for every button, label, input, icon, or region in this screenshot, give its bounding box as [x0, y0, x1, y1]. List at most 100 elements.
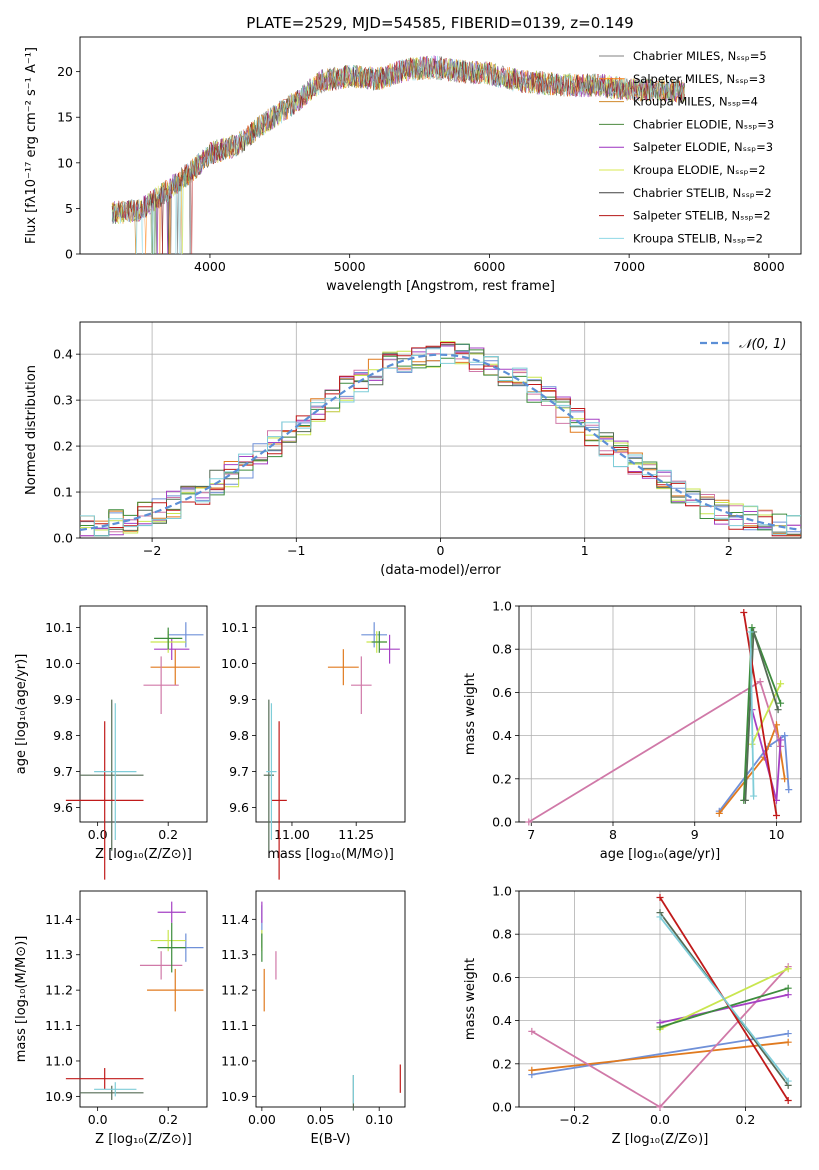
spectrum-series-line	[111, 56, 685, 255]
y-tick-label: 0.0	[492, 815, 512, 830]
mass-weight-series-line	[659, 987, 789, 1028]
axes-frame	[255, 890, 406, 1108]
axes-frame	[79, 36, 802, 255]
data-point-marker	[528, 1066, 536, 1074]
legend-entry: 𝒩(0, 1)	[739, 337, 786, 352]
y-tick-label: 9.9	[229, 692, 249, 707]
x-axis-label: mass [log₁₀(M/M⊙)]	[267, 847, 394, 862]
x-tick-label: 7000	[613, 259, 645, 274]
y-tick-label: 0	[65, 247, 73, 262]
data-point-marker	[784, 984, 792, 992]
mass-weight-series-line	[659, 916, 789, 1082]
mass-weight-series-line	[659, 993, 789, 1024]
x-tick-label: 0.05	[307, 1112, 335, 1127]
mass-weight-series-line	[742, 612, 778, 816]
y-tick-label: 10	[57, 155, 73, 170]
mass-weight-series-line	[718, 734, 790, 812]
x-axis-label: age [log₁₀(age/yr)]	[600, 847, 721, 862]
y-tick-label: 11.4	[45, 912, 73, 927]
x-tick-label: 0.2	[736, 1112, 756, 1127]
x-axis-label: (data-model)/error	[380, 563, 501, 578]
x-axis-label: E(B-V)	[310, 1132, 350, 1147]
x-axis-label: Z [log₁₀(Z/Z⊙)]	[612, 1132, 709, 1147]
mass-vs-ebv-panel: 0.00 0.05 0.10 10.9 11.0 11.1 11.2 11.3 11.4 E(B-…	[221, 890, 406, 1147]
x-tick-label: 5000	[334, 259, 366, 274]
axes-frame	[79, 890, 208, 1108]
x-tick-label: 2	[725, 543, 733, 558]
legend-entry: Salpeter STELIB, Nₛₛₚ=2	[633, 209, 771, 223]
x-tick-label: 0.0	[88, 1112, 108, 1127]
legend-entry: Kroupa ELODIE, Nₛₛₚ=2	[633, 163, 766, 177]
residual-histogram-series	[80, 342, 801, 537]
y-tick-label: 10.0	[221, 656, 249, 671]
x-tick-label: 7	[527, 827, 535, 842]
legend-entry: Kroupa STELIB, Nₛₛₚ=2	[633, 231, 763, 245]
y-tick-label: 0.2	[492, 1056, 512, 1071]
legend-entry: Chabrier STELIB, Nₛₛₚ=2	[633, 186, 772, 200]
x-tick-label: 11.25	[338, 827, 374, 842]
mass-weight-vs-age-panel: 7 8 9 10 0.0 0.2 0.4 0.6 0.8 1.0 age [log₁₀(age/yr…	[463, 599, 802, 862]
data-point-marker	[777, 736, 785, 744]
data-point-marker	[756, 678, 764, 686]
data-point-marker	[784, 991, 792, 999]
y-tick-label: 0.8	[492, 927, 512, 942]
axes-frame	[79, 605, 208, 823]
y-tick-label: 5	[65, 201, 73, 216]
y-tick-label: 0.4	[492, 728, 512, 743]
y-axis-label: mass weight	[463, 958, 478, 1040]
data-point-marker	[750, 792, 758, 800]
data-point-marker	[772, 812, 780, 820]
y-tick-label: 0.3	[53, 393, 73, 408]
y-tick-label: 9.7	[229, 764, 249, 779]
figure-title: PLATE=2529, MJD=54585, FIBERID=0139, z=0…	[246, 14, 633, 32]
x-tick-label: 4000	[194, 259, 226, 274]
y-tick-label: 11.2	[45, 983, 73, 998]
axes-frame	[79, 321, 802, 539]
mass-weight-series-line	[531, 1032, 789, 1076]
y-tick-label: 10.9	[45, 1089, 73, 1104]
y-tick-label: 0.6	[492, 685, 512, 700]
y-tick-label: 1.0	[492, 884, 512, 899]
y-tick-label: 11.2	[221, 983, 249, 998]
y-tick-label: 9.7	[53, 764, 73, 779]
data-point-marker	[656, 893, 664, 901]
y-tick-label: 0.4	[53, 347, 73, 362]
y-tick-label: 9.8	[229, 728, 249, 743]
data-point-marker	[656, 1103, 664, 1111]
axes-frame	[518, 605, 802, 823]
y-tick-label: 11.1	[45, 1018, 73, 1033]
x-tick-label: −1	[287, 543, 305, 558]
y-tick-label: 9.8	[53, 728, 73, 743]
x-axis-label: wavelength [Angstrom, rest frame]	[326, 279, 555, 294]
x-tick-label: −0.2	[559, 1112, 589, 1127]
y-tick-label: 0.0	[492, 1100, 512, 1115]
spectrum-panel: 4000 5000 6000 7000 8000 0 5 10 15 20 wavelength […	[24, 36, 802, 294]
spectrum-series-line	[111, 57, 685, 255]
normal-reference-curve	[79, 353, 802, 531]
y-tick-label: 11.1	[221, 1018, 249, 1033]
data-point-marker	[784, 1030, 792, 1038]
residual-histogram-panel: −2 −1 0 1 2 0.0 0.1 0.2 0.3 0.4 (data-model)/error…	[24, 321, 802, 578]
y-tick-label: 15	[57, 110, 73, 125]
data-point-marker	[777, 680, 785, 688]
data-point-marker	[656, 913, 664, 921]
y-axis-label: mass [log₁₀(M/M⊙)]	[14, 936, 29, 1063]
data-point-marker	[777, 699, 785, 707]
data-point-marker	[715, 809, 723, 817]
y-tick-label: 10.9	[221, 1089, 249, 1104]
age-vs-metallicity-panel: 0.0 0.2 9.6 9.7 9.8 9.9 10.0 10.1 Z [log₁₀(Z/Z⊙)…	[14, 605, 208, 880]
x-tick-label: 0.2	[158, 1112, 178, 1127]
x-axis-label: Z [log₁₀(Z/Z⊙)]	[95, 847, 192, 862]
y-tick-label: 0.2	[492, 771, 512, 786]
data-point-marker	[774, 706, 782, 714]
y-tick-label: 0.4	[492, 1013, 512, 1028]
y-tick-label: 20	[57, 64, 73, 79]
axes-frame	[255, 605, 406, 823]
y-tick-label: 0.1	[53, 485, 73, 500]
data-point-marker	[656, 1023, 664, 1031]
legend-entry: Salpeter MILES, Nₛₛₚ=3	[633, 72, 766, 86]
y-tick-label: 0.8	[492, 642, 512, 657]
data-point-marker	[784, 1097, 792, 1105]
data-point-marker	[741, 796, 749, 804]
